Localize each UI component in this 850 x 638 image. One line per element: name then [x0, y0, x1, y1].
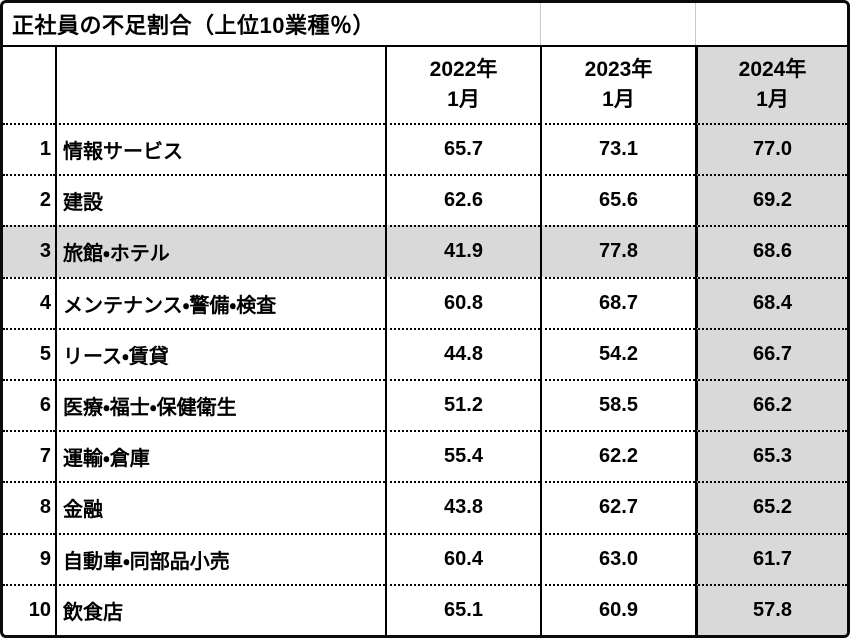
- row-rank: 8: [3, 481, 55, 532]
- row-value-2024: 68.6: [695, 225, 847, 277]
- row-value-2023: 63.0: [540, 532, 695, 584]
- row-value-2023: 73.1: [540, 123, 695, 175]
- row-value-2022: 44.8: [385, 327, 540, 379]
- row-rank: 4: [3, 276, 55, 328]
- row-industry: 自動車・同部品小売: [55, 532, 385, 584]
- row-value-2023: 65.6: [540, 174, 695, 226]
- row-rank: 2: [3, 174, 55, 225]
- row-value-2023: 62.2: [540, 430, 695, 482]
- row-value-2024: 66.7: [695, 327, 847, 379]
- row-value-2023: 62.7: [540, 481, 695, 533]
- row-value-2024: 68.4: [695, 276, 847, 328]
- row-value-2022: 60.4: [385, 532, 540, 584]
- col-header-2023-month: 1月: [602, 88, 635, 111]
- row-rank: 6: [3, 379, 55, 430]
- row-value-2024: 69.2: [695, 174, 847, 226]
- row-value-2023: 60.9: [540, 583, 695, 635]
- row-value-2023: 68.7: [540, 276, 695, 328]
- row-industry: リース・賃貸: [55, 327, 385, 379]
- col-header-2023: 2023年 1月: [540, 47, 695, 123]
- row-value-2023: 54.2: [540, 327, 695, 379]
- col-header-2023-year: 2023年: [584, 57, 653, 81]
- row-rank: 9: [3, 532, 55, 584]
- title-gridline-2: [695, 3, 696, 45]
- row-value-2022: 55.4: [385, 430, 540, 482]
- header-rank-cell: [3, 47, 55, 123]
- row-industry: 建設: [55, 174, 385, 226]
- row-rank: 3: [3, 225, 55, 277]
- row-value-2022: 43.8: [385, 481, 540, 533]
- row-value-2024: 77.0: [695, 123, 847, 175]
- row-value-2022: 51.2: [385, 379, 540, 431]
- row-value-2022: 62.6: [385, 174, 540, 226]
- row-value-2023: 58.5: [540, 379, 695, 431]
- col-header-2022-month: 1月: [447, 88, 480, 111]
- row-value-2024: 57.8: [695, 583, 847, 635]
- row-industry: メンテナンス・警備・検査: [55, 276, 385, 328]
- row-rank: 7: [3, 430, 55, 481]
- col-header-2022: 2022年 1月: [385, 47, 540, 123]
- data-table: 2022年 1月 2023年 1月 2024年 1月 1 情報サービス 65.7…: [3, 45, 847, 635]
- header-industry-cell: [55, 47, 385, 123]
- row-rank: 10: [3, 583, 55, 635]
- row-value-2024: 61.7: [695, 532, 847, 584]
- row-value-2022: 65.7: [385, 123, 540, 175]
- row-rank: 5: [3, 327, 55, 379]
- title-gridline-1: [540, 3, 541, 45]
- row-rank: 1: [3, 123, 55, 174]
- row-value-2022: 41.9: [385, 225, 540, 277]
- row-value-2024: 66.2: [695, 379, 847, 431]
- col-header-2022-year: 2022年: [429, 57, 498, 81]
- col-header-2024-year: 2024年: [738, 57, 807, 81]
- row-value-2022: 65.1: [385, 583, 540, 635]
- row-industry: 運輸・倉庫: [55, 430, 385, 482]
- row-industry: 情報サービス: [55, 123, 385, 175]
- row-industry: 飲食店: [55, 583, 385, 635]
- row-value-2023: 77.8: [540, 225, 695, 277]
- row-industry: 金融: [55, 481, 385, 533]
- row-industry: 医療・福士・保健衛生: [55, 379, 385, 431]
- row-value-2024: 65.2: [695, 481, 847, 533]
- col-header-2024: 2024年 1月: [695, 47, 847, 123]
- row-value-2024: 65.3: [695, 430, 847, 482]
- row-value-2022: 60.8: [385, 276, 540, 328]
- page-title: 正社員の不足割合（上位10業種％）: [12, 13, 375, 38]
- row-industry: 旅館・ホテル: [55, 225, 385, 277]
- col-header-2024-month: 1月: [756, 88, 789, 111]
- title-row: 正社員の不足割合（上位10業種％）: [3, 3, 847, 45]
